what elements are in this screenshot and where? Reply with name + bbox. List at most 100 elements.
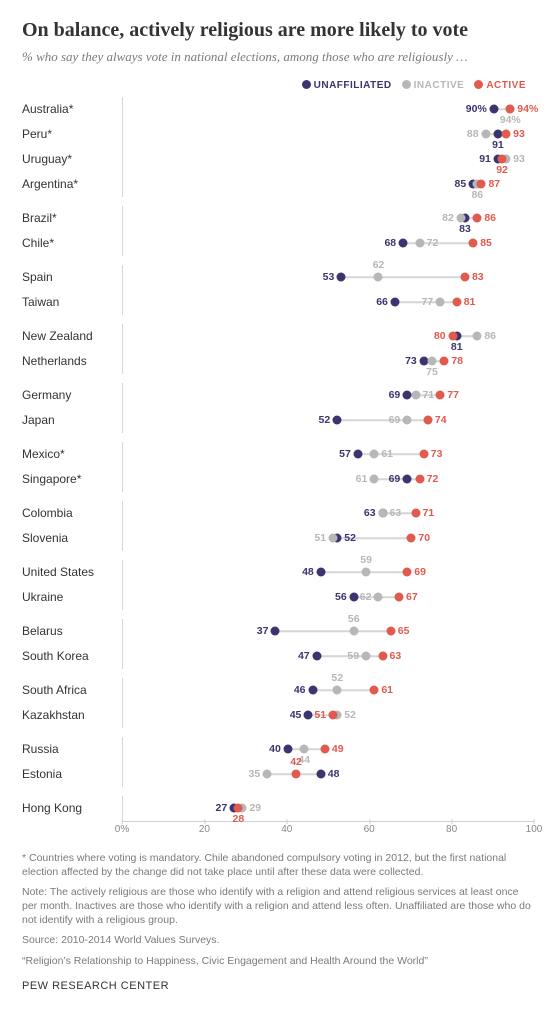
unaffiliated-dot — [271, 627, 280, 636]
active-dot — [234, 804, 243, 813]
row-track: 536283 — [122, 265, 534, 290]
inactive-dot — [378, 509, 387, 518]
active-dot — [440, 357, 449, 366]
active-dot — [452, 298, 461, 307]
active-dot — [378, 652, 387, 661]
active-icon — [474, 80, 483, 89]
active-value-label: 92 — [496, 164, 508, 176]
connector-line — [275, 630, 390, 632]
inactive-value-label: 56 — [348, 613, 360, 625]
country-label: Mexico* — [22, 447, 122, 461]
legend-item-active: ACTIVE — [474, 80, 526, 91]
legend-label: UNAFFILIATED — [314, 80, 392, 91]
country-label: Estonia — [22, 767, 122, 781]
inactive-dot — [362, 568, 371, 577]
inactive-dot — [473, 332, 482, 341]
inactive-dot — [349, 627, 358, 636]
country-label: New Zealand — [22, 329, 122, 343]
unaffiliated-value-label: 81 — [451, 341, 463, 353]
country-label: Slovenia — [22, 531, 122, 545]
unaffiliated-value-label: 45 — [290, 709, 302, 721]
unaffiliated-value-label: 52 — [344, 532, 356, 544]
active-value-label: 87 — [488, 178, 500, 190]
chart-row: Chile*687285 — [22, 231, 534, 256]
unaffiliated-dot — [489, 105, 498, 114]
unaffiliated-value-label: 85 — [455, 178, 467, 190]
chart-row: Colombia636371 — [22, 501, 534, 526]
unaffiliated-value-label: 37 — [257, 625, 269, 637]
row-track: 455152 — [122, 703, 534, 728]
inactive-value-label: 51 — [314, 532, 326, 544]
footnote-mandatory: * Countries where voting is mandatory. C… — [22, 851, 534, 879]
unaffiliated-dot — [353, 450, 362, 459]
active-value-label: 86 — [484, 212, 496, 224]
active-dot — [370, 686, 379, 695]
active-dot — [498, 155, 507, 164]
country-label: Germany — [22, 388, 122, 402]
row-track: 272829 — [122, 796, 534, 821]
country-label: Peru* — [22, 127, 122, 141]
chart-row: New Zealand808186 — [22, 324, 534, 349]
row-track: 576173 — [122, 442, 534, 467]
active-dot — [407, 534, 416, 543]
active-value-label: 93 — [513, 128, 525, 140]
chart-row: United States485969 — [22, 560, 534, 585]
active-value-label: 28 — [233, 813, 245, 825]
active-value-label: 73 — [431, 448, 443, 460]
inactive-value-label: 71 — [423, 389, 435, 401]
inactive-dot — [374, 273, 383, 282]
chart-row: Brazil*828386 — [22, 206, 534, 231]
inactive-value-label: 94% — [500, 114, 521, 126]
country-label: Japan — [22, 413, 122, 427]
active-dot — [292, 770, 301, 779]
unaffiliated-value-label: 48 — [302, 566, 314, 578]
active-dot — [395, 593, 404, 602]
row-track: 828386 — [122, 206, 534, 231]
unaffiliated-value-label: 52 — [319, 414, 331, 426]
unaffiliated-dot — [316, 770, 325, 779]
row-track: 858687 — [122, 172, 534, 197]
country-label: Taiwan — [22, 295, 122, 309]
inactive-value-label: 52 — [331, 672, 343, 684]
active-value-label: 69 — [414, 566, 426, 578]
chart-row: Taiwan667781 — [22, 290, 534, 315]
chart-row: Spain536283 — [22, 265, 534, 290]
chart-row: Belarus375665 — [22, 619, 534, 644]
unaffiliated-value-label: 48 — [328, 768, 340, 780]
dot-plot: Australia*90%94%94%Peru*889193Uruguay*91… — [22, 97, 534, 845]
active-dot — [502, 130, 511, 139]
unaffiliated-value-label: 27 — [216, 802, 228, 814]
connector-line — [341, 276, 465, 278]
unaffiliated-dot — [390, 298, 399, 307]
inactive-value-label: 86 — [471, 189, 483, 201]
active-value-label: 51 — [314, 709, 326, 721]
active-value-label: 63 — [390, 650, 402, 662]
row-track: 465261 — [122, 678, 534, 703]
country-label: South Korea — [22, 649, 122, 663]
inactive-dot — [362, 652, 371, 661]
country-label: Colombia — [22, 506, 122, 520]
unaffiliated-dot — [283, 745, 292, 754]
unaffiliated-value-label: 56 — [335, 591, 347, 603]
chart-row: Estonia354248 — [22, 762, 534, 787]
chart-row: Kazakhstan455152 — [22, 703, 534, 728]
country-label: Australia* — [22, 102, 122, 116]
row-track: 808186 — [122, 324, 534, 349]
country-label: Uruguay* — [22, 152, 122, 166]
chart-row: Peru*889193 — [22, 122, 534, 147]
inactive-dot — [329, 534, 338, 543]
row-track: 667781 — [122, 290, 534, 315]
country-label: Russia — [22, 742, 122, 756]
inactive-value-label: 35 — [249, 768, 261, 780]
active-dot — [403, 568, 412, 577]
row-track: 687285 — [122, 231, 534, 256]
active-value-label: 80 — [434, 330, 446, 342]
chart-row: Uruguay*919293 — [22, 147, 534, 172]
legend-item-unaffiliated: UNAFFILIATED — [302, 80, 392, 91]
unaffiliated-dot — [399, 239, 408, 248]
legend-item-inactive: INACTIVE — [402, 80, 465, 91]
unaffiliated-value-label: 47 — [298, 650, 310, 662]
inactive-value-label: 61 — [381, 448, 393, 460]
inactive-dot — [481, 130, 490, 139]
inactive-value-label: 77 — [422, 296, 434, 308]
